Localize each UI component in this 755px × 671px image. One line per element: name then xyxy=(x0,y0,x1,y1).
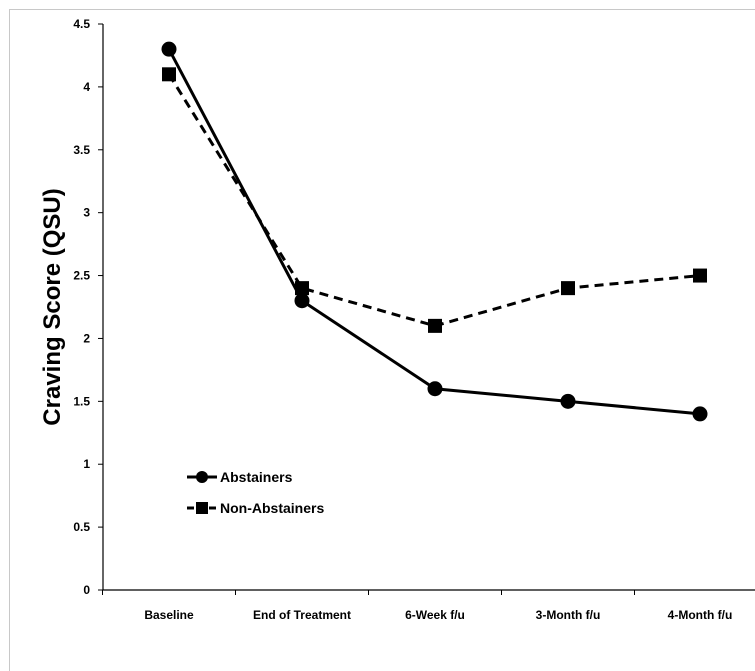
legend-label: Non-Abstainers xyxy=(220,500,324,516)
series-line-abstainers xyxy=(167,48,701,416)
data-point-abstainers xyxy=(427,381,443,397)
x-tick-label: End of Treatment xyxy=(253,608,351,622)
x-tick-label: Baseline xyxy=(144,608,194,622)
axes: 0 0.5 1 1.5 2 2.5 3 3.5 4 4.5 Baseline End of Treat… xyxy=(73,17,755,622)
y-tick-label: 4 xyxy=(83,80,90,94)
data-point-non-abstainers xyxy=(162,67,176,82)
data-point-non-abstainers xyxy=(428,318,442,333)
data-point-abstainers xyxy=(294,293,310,309)
data-point-non-abstainers xyxy=(561,281,575,296)
legend-label: Abstainers xyxy=(220,469,293,485)
data-point-non-abstainers xyxy=(295,281,309,296)
data-point-abstainers xyxy=(692,406,708,422)
y-tick-label: 1.5 xyxy=(73,394,90,408)
data-point-abstainers xyxy=(560,393,576,409)
y-tick-label: 0 xyxy=(83,583,90,597)
x-tick-label: 3-Month f/u xyxy=(536,608,601,622)
data-point-abstainers xyxy=(161,41,177,57)
x-tick-label: 4-Month f/u xyxy=(668,608,733,622)
legend-marker xyxy=(196,471,208,483)
y-tick-label: 4.5 xyxy=(73,17,90,31)
data-point-non-abstainers xyxy=(693,268,707,283)
y-tick-label: 1 xyxy=(83,457,90,471)
legend-marker xyxy=(196,502,208,514)
figure-border xyxy=(9,9,755,671)
x-tick-label: 6-Week f/u xyxy=(405,608,465,622)
y-axis-title: Craving Score (QSU) xyxy=(39,188,66,425)
y-tick-label: 3 xyxy=(83,206,90,220)
legend: Abstainers Non-Abstainers xyxy=(187,469,324,516)
legend-item: Non-Abstainers xyxy=(187,500,324,516)
y-tick-label: 2.5 xyxy=(73,269,90,283)
y-tick-label: 0.5 xyxy=(73,520,90,534)
series-layer xyxy=(161,41,708,422)
y-tick-label: 3.5 xyxy=(73,143,90,157)
y-tick-label: 2 xyxy=(83,331,90,345)
legend-item: Abstainers xyxy=(187,469,293,485)
